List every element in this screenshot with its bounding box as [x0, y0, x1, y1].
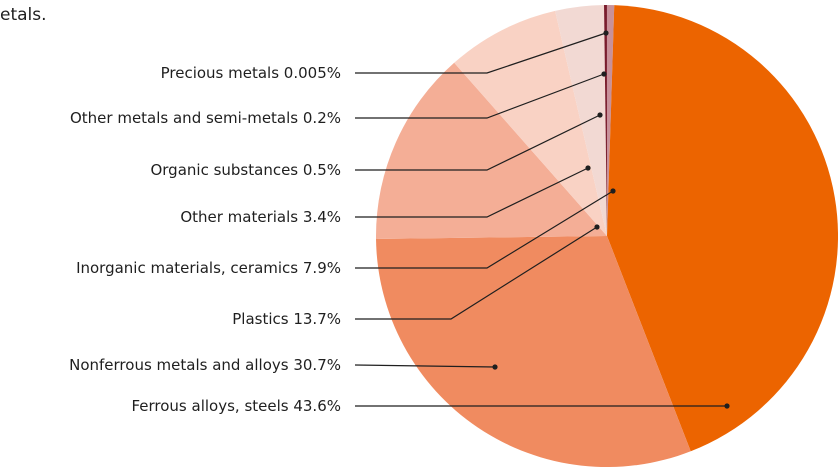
slice-label-organic-substances: Organic substances 0.5%: [150, 161, 341, 179]
leader-lines: [354, 30, 730, 409]
leader-dot-inorganic-materials-ceramics: [610, 188, 616, 194]
slice-label-other-metals-and-semi-metals: Other metals and semi-metals 0.2%: [70, 109, 341, 127]
leader-line-nonferrous-metals-and-alloys: [354, 364, 496, 368]
leader-line-organic-substances: [355, 114, 601, 171]
pie-slice-plastics: [376, 62, 607, 239]
pie-slice-organic-substances: [607, 4, 615, 236]
pie-slice-other-metals-and-semi-metals: [604, 5, 607, 236]
slice-label-nonferrous-metals-and-alloys: Nonferrous metals and alloys 30.7%: [69, 356, 341, 374]
leader-dot-organic-substances: [597, 112, 603, 118]
leader-dot-other-metals-and-semi-metals: [601, 71, 607, 77]
pie-slice-other-materials: [555, 5, 607, 236]
leader-dot-other-materials: [585, 165, 591, 171]
leader-dot-plastics: [594, 224, 600, 230]
slice-labels: Precious metals 0.005% Other metals and s…: [69, 64, 341, 415]
leader-dot-nonferrous-metals-and-alloys: [492, 364, 498, 370]
leader-line-other-metals-and-semi-metals: [355, 73, 605, 119]
chart-title-fragment: etals.: [0, 5, 47, 25]
leader-line-inorganic-materials-ceramics: [355, 190, 614, 269]
leader-line-precious-metals: [355, 32, 607, 74]
pie-slice-inorganic-materials-ceramics: [454, 10, 607, 237]
leader-dot-precious-metals: [603, 30, 609, 36]
slice-label-ferrous-alloys-steels: Ferrous alloys, steels 43.6%: [131, 397, 341, 415]
slice-label-inorganic-materials-ceramics: Inorganic materials, ceramics 7.9%: [76, 259, 341, 277]
pie-slice-ferrous-alloys-steels: [607, 5, 838, 452]
leader-line-plastics: [355, 226, 598, 320]
slice-label-plastics: Plastics 13.7%: [232, 310, 341, 328]
pie-slice-nonferrous-metals-and-alloys: [376, 236, 691, 468]
pie-slices: [376, 4, 838, 468]
leader-dot-ferrous-alloys-steels: [724, 403, 730, 409]
slice-label-precious-metals: Precious metals 0.005%: [161, 64, 341, 82]
leader-line-other-materials: [355, 167, 589, 218]
slice-label-other-materials: Other materials 3.4%: [180, 208, 341, 226]
